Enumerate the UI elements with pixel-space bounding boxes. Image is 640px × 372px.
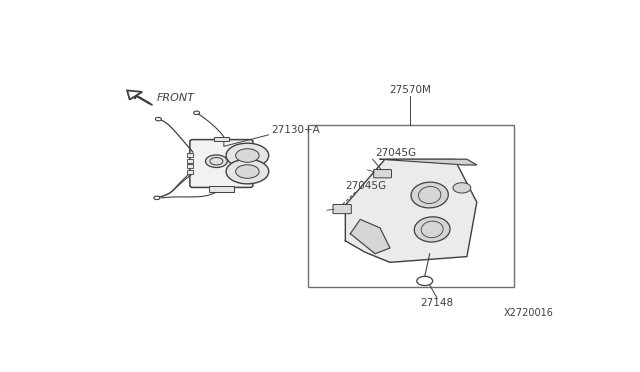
FancyBboxPatch shape: [374, 170, 392, 178]
Text: 27045G: 27045G: [375, 148, 416, 158]
Circle shape: [417, 276, 433, 286]
Bar: [187, 164, 193, 169]
Polygon shape: [127, 90, 142, 99]
Text: 27130+A: 27130+A: [271, 125, 320, 135]
Text: 27148: 27148: [420, 298, 454, 308]
Circle shape: [156, 118, 161, 121]
Bar: [214, 137, 229, 141]
Ellipse shape: [411, 182, 448, 208]
Polygon shape: [346, 159, 477, 262]
Text: 27570M: 27570M: [389, 85, 431, 95]
Polygon shape: [380, 159, 477, 165]
Bar: [187, 170, 193, 174]
Circle shape: [226, 143, 269, 168]
Bar: [308, 125, 514, 287]
FancyBboxPatch shape: [190, 140, 253, 187]
Ellipse shape: [414, 217, 450, 242]
Circle shape: [226, 159, 269, 184]
Bar: [187, 153, 193, 157]
Polygon shape: [350, 219, 390, 254]
Text: FRONT: FRONT: [157, 93, 195, 103]
Text: X2720016: X2720016: [504, 308, 554, 318]
FancyBboxPatch shape: [333, 205, 351, 214]
Text: 27045G: 27045G: [346, 181, 387, 191]
Circle shape: [236, 149, 259, 162]
Circle shape: [154, 196, 160, 200]
Circle shape: [236, 165, 259, 178]
Circle shape: [453, 183, 471, 193]
Circle shape: [193, 111, 200, 115]
Circle shape: [205, 155, 227, 167]
Bar: [209, 186, 234, 192]
Bar: [187, 158, 193, 163]
